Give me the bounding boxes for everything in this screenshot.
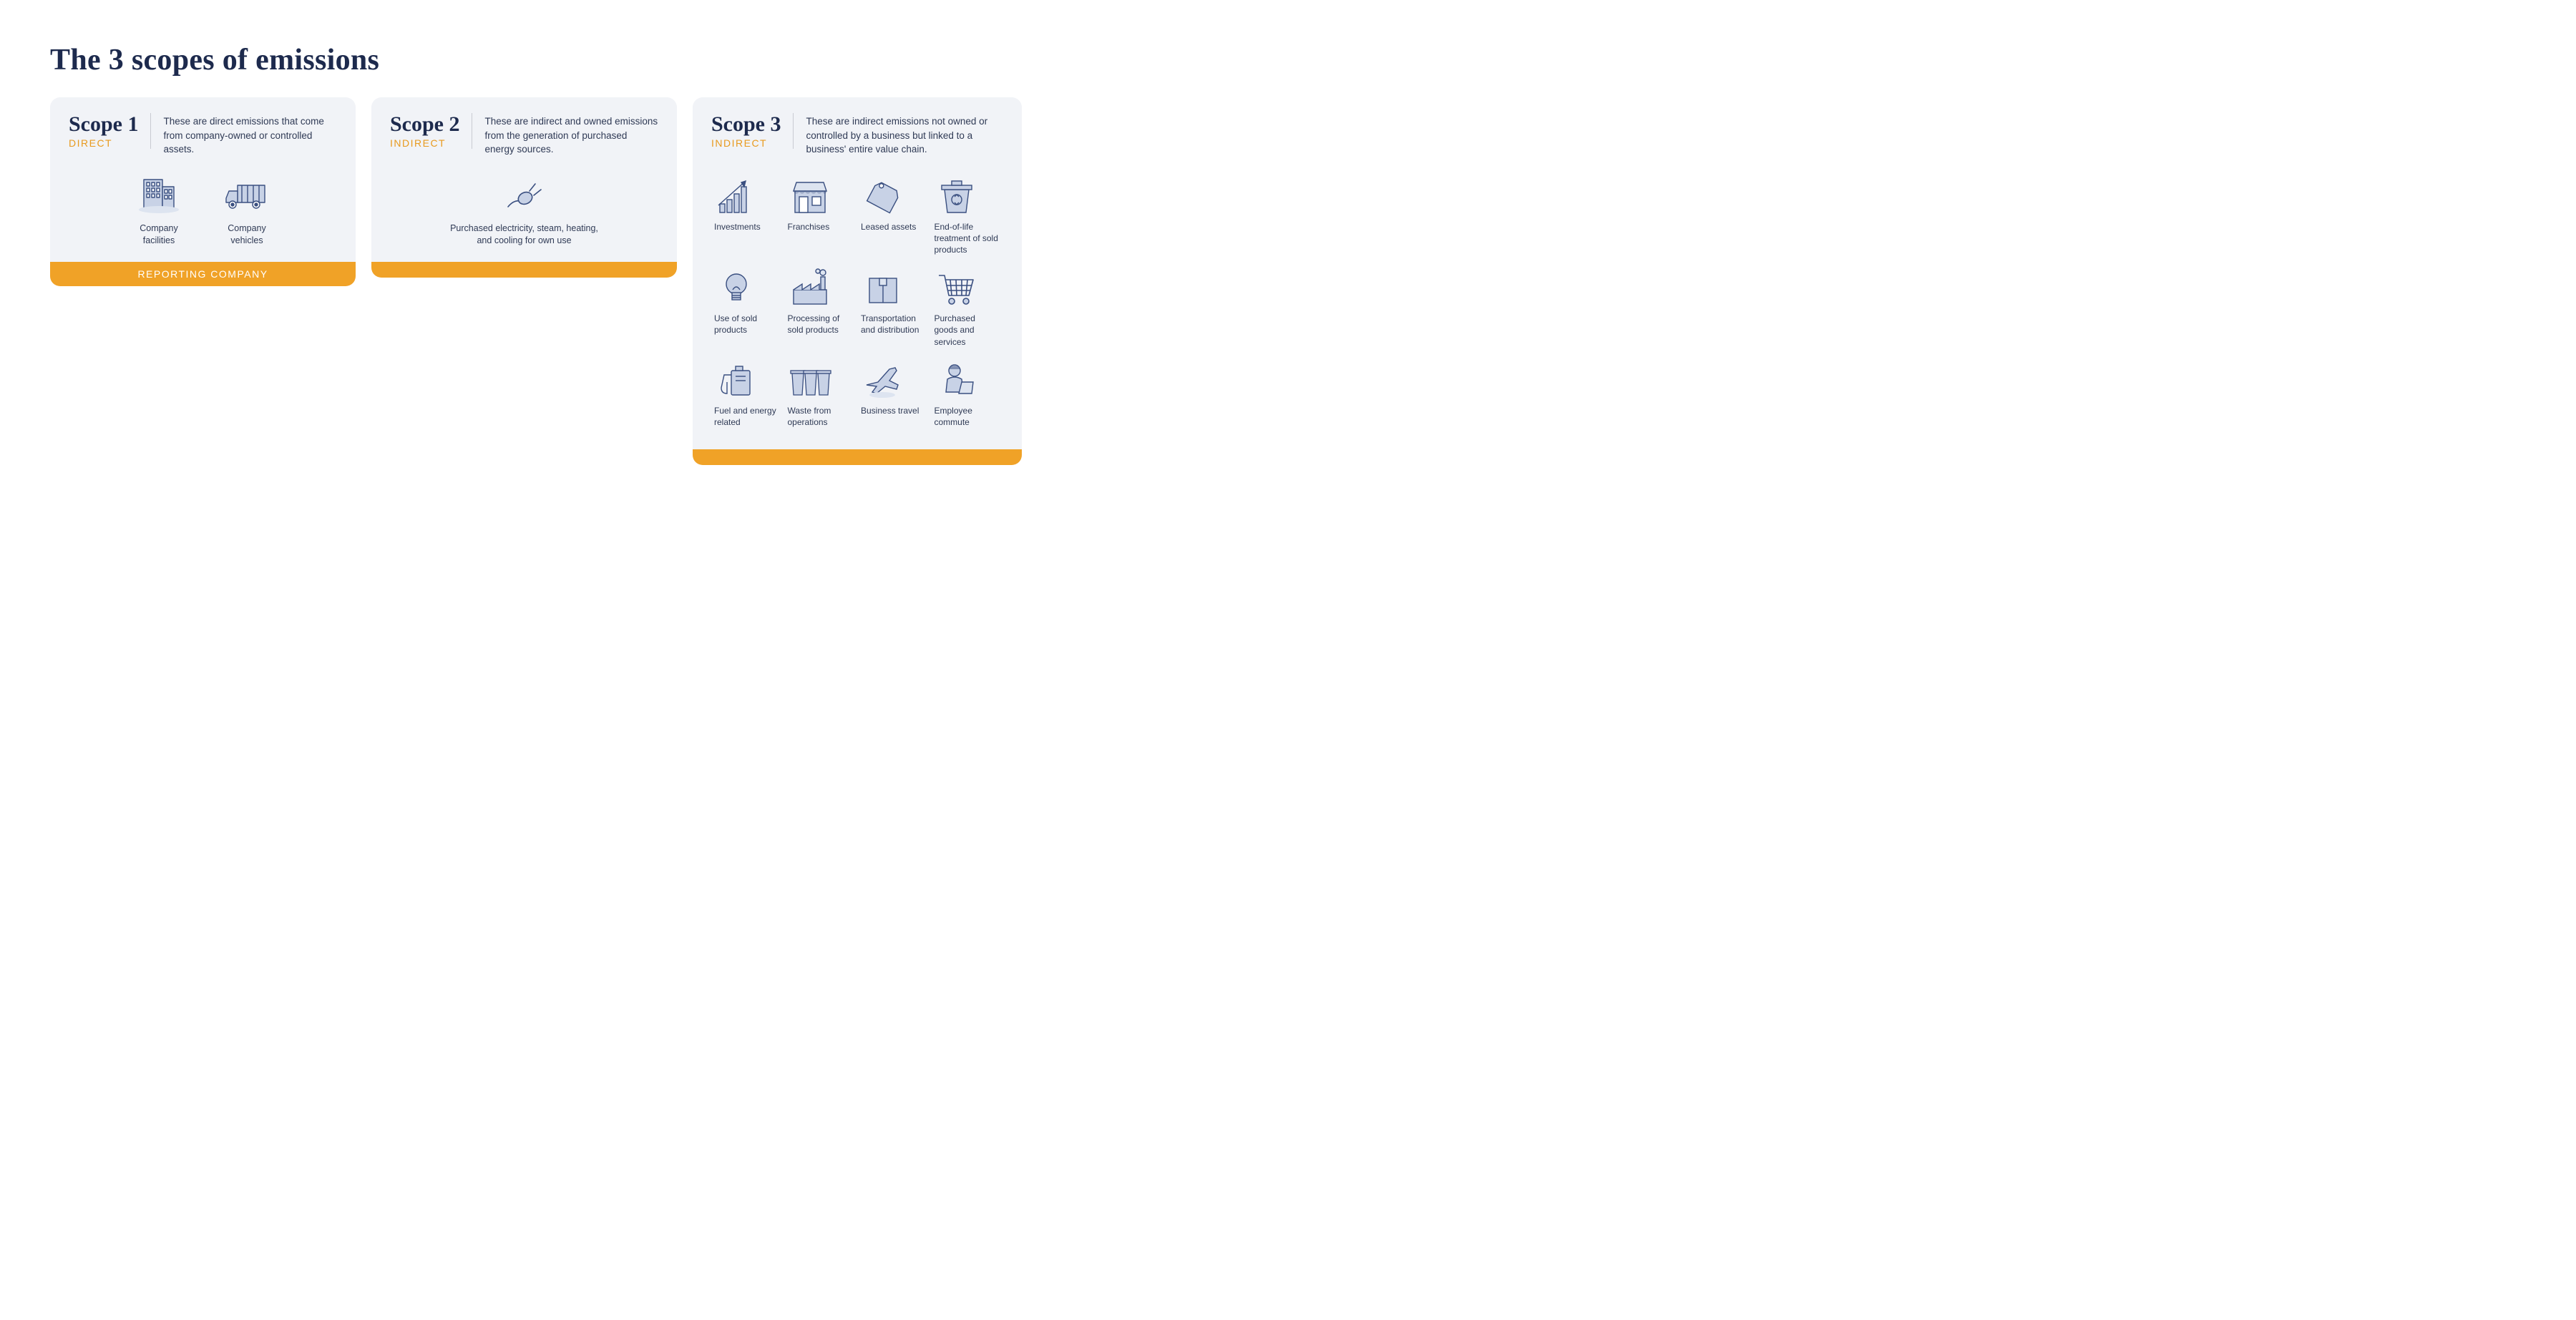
scope-3-description: These are indirect emissions not owned o… — [806, 113, 1004, 157]
scope-3-item-purchased-label: Purchased goods and services — [935, 313, 1001, 348]
person-laptop-icon — [935, 361, 979, 401]
scope-2-item-energy: Purchased electricity, steam, heating, a… — [446, 172, 603, 247]
scope-3-item-waste-label: Waste from operations — [788, 405, 854, 428]
scope-2-title: Scope 2 — [390, 113, 460, 136]
scope-3-item-investments-label: Investments — [714, 221, 781, 233]
scope-3-item-franchises-label: Franchises — [788, 221, 854, 233]
waste-bins-icon — [788, 361, 832, 401]
price-tag-icon — [861, 177, 905, 217]
scope-1-header: Scope 1 DIRECT These are direct emission… — [50, 97, 356, 165]
scope-3-title-block: Scope 3 INDIRECT — [711, 113, 794, 149]
scope-3-card: Scope 3 INDIRECT These are indirect emis… — [693, 97, 1022, 465]
facility-icon — [134, 172, 184, 217]
scope-3-item-processing: Processing of sold products — [788, 268, 854, 348]
scope-3-item-franchises: Franchises — [788, 177, 854, 256]
scope-3-item-travel: Business travel — [861, 361, 927, 428]
scope-3-item-commute-label: Employee commute — [935, 405, 1001, 428]
scopes-container: Scope 1 DIRECT These are direct emission… — [50, 97, 1023, 465]
scope-3-header: Scope 3 INDIRECT These are indirect emis… — [693, 97, 1022, 165]
recycle-bin-icon — [935, 177, 979, 217]
scope-3-item-eol-label: End-of-life treatment of sold products — [935, 221, 1001, 256]
scope-3-item-processing-label: Processing of sold products — [788, 313, 854, 336]
scope-1-title: Scope 1 — [69, 113, 139, 136]
scope-2-subtitle: INDIRECT — [390, 137, 460, 149]
plug-icon — [499, 172, 550, 217]
scope-3-item-fuel: Fuel and energy related — [714, 361, 781, 428]
scope-2-header: Scope 2 INDIRECT These are indirect and … — [371, 97, 677, 165]
factory-icon — [788, 268, 832, 308]
scope-1-item-vehicles-label: Company vehicles — [213, 223, 281, 247]
scope-1-bar: REPORTING COMPANY — [50, 262, 356, 286]
scope-3-item-transport: Transportation and distribution — [861, 268, 927, 348]
scope-1-title-block: Scope 1 DIRECT — [69, 113, 151, 149]
scope-1-body: Company facilities Company vehicles — [50, 165, 356, 263]
scope-1-item-facilities-label: Company facilities — [125, 223, 193, 247]
scope-1-item-vehicles: Company vehicles — [213, 172, 281, 247]
lightbulb-icon — [714, 268, 758, 308]
scope-3-item-investments: Investments — [714, 177, 781, 256]
scope-1-card: Scope 1 DIRECT These are direct emission… — [50, 97, 356, 286]
scope-3-item-use-label: Use of sold products — [714, 313, 781, 336]
scope-1-subtitle: DIRECT — [69, 137, 139, 149]
scope-3-subtitle: INDIRECT — [711, 137, 781, 149]
airplane-icon — [861, 361, 905, 401]
shopping-cart-icon — [935, 268, 979, 308]
scope-3-item-fuel-label: Fuel and energy related — [714, 405, 781, 428]
scope-2-description: These are indirect and owned emissions f… — [485, 113, 659, 157]
scope-3-body: Investments Franchises Leased assets — [693, 165, 1022, 450]
scope-1-item-facilities: Company facilities — [125, 172, 193, 247]
scope-3-item-use: Use of sold products — [714, 268, 781, 348]
truck-icon — [222, 172, 272, 217]
scope-2-title-block: Scope 2 INDIRECT — [390, 113, 472, 149]
scope-3-item-travel-label: Business travel — [861, 405, 927, 416]
fuel-can-icon — [714, 361, 758, 401]
scope-3-title: Scope 3 — [711, 113, 781, 136]
scope-3-item-transport-label: Transportation and distribution — [861, 313, 927, 336]
growth-chart-icon — [714, 177, 758, 217]
page-title: The 3 scopes of emissions — [50, 43, 1023, 77]
scope-3-item-purchased: Purchased goods and services — [935, 268, 1001, 348]
scope-3-item-commute: Employee commute — [935, 361, 1001, 428]
scope-3-item-waste: Waste from operations — [788, 361, 854, 428]
scope-3-item-leased: Leased assets — [861, 177, 927, 256]
scope-2-bar — [371, 262, 677, 278]
scope-3-bar — [693, 449, 1022, 465]
scope-2-body: Purchased electricity, steam, heating, a… — [371, 165, 677, 263]
storefront-icon — [788, 177, 832, 217]
scope-2-card: Scope 2 INDIRECT These are indirect and … — [371, 97, 677, 278]
scope-2-item-energy-label: Purchased electricity, steam, heating, a… — [446, 223, 603, 247]
scope-1-description: These are direct emissions that come fro… — [164, 113, 338, 157]
scope-3-item-eol: End-of-life treatment of sold products — [935, 177, 1001, 256]
scope-3-item-leased-label: Leased assets — [861, 221, 927, 233]
package-box-icon — [861, 268, 905, 308]
